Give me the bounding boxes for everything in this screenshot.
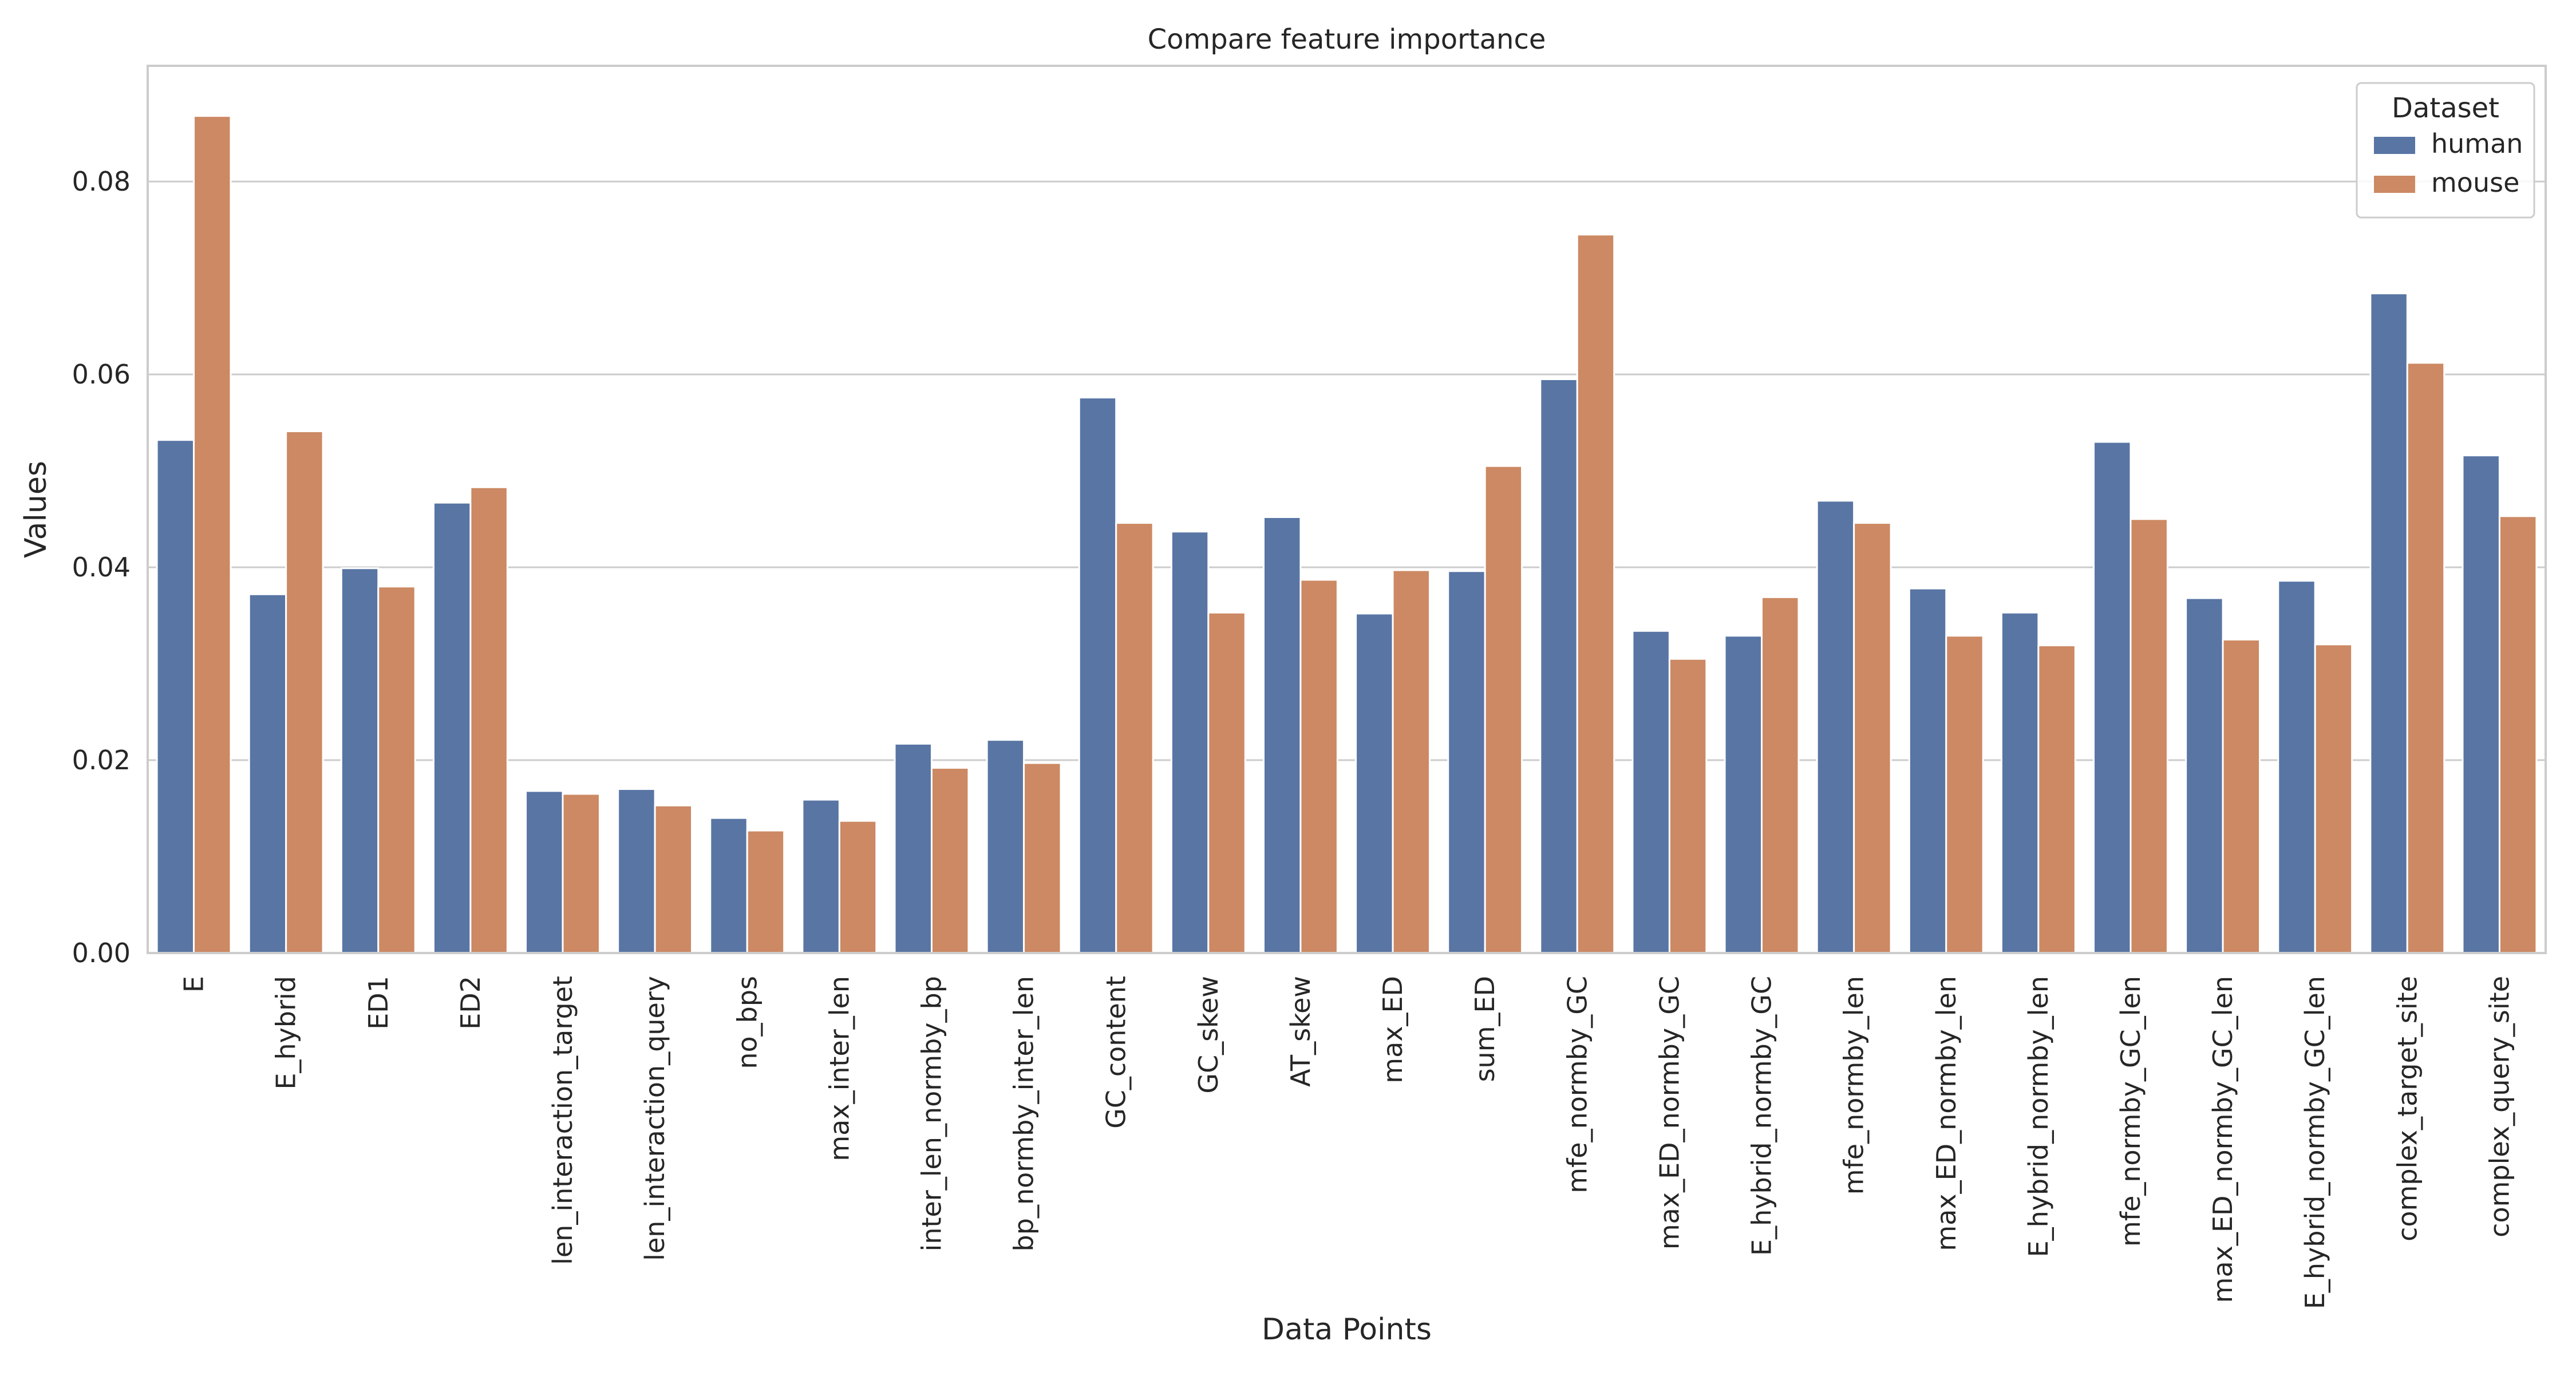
x-tick-label: E_hybrid_normby_GC	[1747, 976, 1777, 1256]
bar-human-inter_len_normby_bp	[894, 742, 933, 954]
x-tick-label: E	[179, 976, 210, 993]
x-axis-label: Data Points	[1262, 1312, 1432, 1347]
legend-swatch-mouse	[2374, 176, 2415, 193]
bar-mouse-len_interaction_query	[654, 804, 693, 954]
bar-mouse-GC_content	[1115, 522, 1154, 954]
x-tick-label: ED2	[455, 976, 486, 1030]
bar-human-E_hybrid_normby_len	[2000, 611, 2040, 954]
bar-human-GC_skew	[1170, 531, 1210, 954]
bar-human-len_interaction_query	[617, 788, 656, 954]
x-tick-label: GC_content	[1101, 976, 1132, 1129]
y-axis-ticks: 0.00 0.02 0.04 0.06 0.08	[72, 166, 131, 968]
bar-human-max_ED_normby_GC_len	[2185, 597, 2224, 954]
bar-human-E	[156, 439, 195, 954]
bar-human-E_hybrid_normby_GC_len	[2277, 580, 2316, 954]
bar-human-complex_query_site	[2462, 454, 2500, 954]
bar-human-mfe_normby_len	[1816, 500, 1855, 954]
x-tick-label: max_ED	[1377, 976, 1408, 1084]
y-axis-label: Values	[19, 461, 53, 558]
plot-frame	[147, 65, 2547, 954]
x-tick-label: E_hybrid	[271, 976, 302, 1090]
x-tick-label: len_interaction_query	[639, 976, 670, 1261]
bar-human-complex_target_site	[2369, 292, 2408, 954]
bar-mouse-E_hybrid_normby_len	[2037, 644, 2076, 954]
bar-human-no_bps	[709, 817, 748, 954]
bar-mouse-E	[193, 115, 232, 954]
bar-mouse-bp_normby_inter_len	[1023, 762, 1062, 954]
x-tick-label: complex_target_site	[2392, 976, 2423, 1241]
x-tick-label: len_interaction_target	[547, 976, 578, 1265]
x-tick-label: inter_len_normby_bp	[916, 976, 947, 1251]
y-tick-label: 0.00	[72, 938, 131, 968]
bar-mouse-ED1	[377, 586, 416, 954]
bar-mouse-E_hybrid	[285, 430, 324, 954]
y-tick-label: 0.04	[72, 552, 131, 583]
legend-items: human mouse	[2374, 128, 2523, 198]
x-tick-label: max_ED_normby_GC	[1654, 976, 1685, 1250]
x-tick-label: GC_skew	[1193, 976, 1224, 1094]
bar-human-ED2	[432, 501, 472, 954]
bar-mouse-GC_skew	[1207, 611, 1246, 954]
x-tick-label: E_hybrid_normby_len	[2023, 976, 2054, 1257]
bar-human-mfe_normby_GC	[1539, 378, 1578, 954]
x-tick-label: AT_skew	[1285, 976, 1316, 1087]
x-tick-label: bp_normby_inter_len	[1009, 976, 1040, 1251]
bar-mouse-max_ED_normby_GC_len	[2222, 638, 2261, 954]
x-tick-label: mfe_normby_len	[1839, 976, 1870, 1195]
bar-mouse-max_ED_normby_len	[1945, 635, 1984, 954]
x-tick-label: mfe_normby_GC_len	[2115, 976, 2146, 1247]
bar-mouse-sum_ED	[1484, 465, 1523, 954]
bar-human-max_inter_len	[801, 798, 840, 954]
bar-human-E_hybrid	[248, 593, 287, 954]
bar-mouse-max_ED_normby_GC	[1668, 658, 1708, 954]
bar-mouse-AT_skew	[1299, 579, 1338, 954]
legend-title: Dataset	[2392, 92, 2499, 124]
legend-label-mouse: mouse	[2431, 167, 2519, 198]
bar-human-AT_skew	[1262, 516, 1302, 954]
bar-human-sum_ED	[1447, 570, 1486, 954]
bar-mouse-mfe_normby_len	[1853, 522, 1892, 954]
x-tick-label: max_ED_normby_len	[1931, 976, 1962, 1251]
y-tick-label: 0.02	[72, 745, 131, 776]
bar-mouse-ED2	[469, 486, 508, 954]
bar-mouse-max_ED	[1392, 569, 1431, 954]
legend: Dataset human mouse	[2356, 82, 2535, 219]
bar-mouse-mfe_normby_GC_len	[2129, 518, 2168, 954]
bar-mouse-len_interaction_target	[562, 793, 600, 954]
bar-mouse-no_bps	[746, 829, 785, 954]
bar-mouse-inter_len_normby_bp	[930, 767, 970, 954]
x-tick-label: max_inter_len	[824, 976, 855, 1161]
x-tick-label: ED1	[363, 976, 394, 1030]
bar-mouse-complex_target_site	[2406, 362, 2445, 954]
bar-human-ED1	[340, 567, 380, 954]
bar-human-max_ED_normby_GC	[1631, 630, 1670, 954]
chart-title: Compare feature importance	[1148, 23, 1546, 56]
bar-human-GC_content	[1078, 397, 1117, 954]
x-axis-ticks: E E_hybrid ED1 ED2 len_interaction_target len…	[179, 976, 2515, 1309]
x-tick-label: no_bps	[732, 976, 762, 1069]
bar-human-mfe_normby_GC_len	[2093, 441, 2132, 954]
bar-human-max_ED	[1355, 612, 1394, 954]
x-tick-label: max_ED_normby_GC_len	[2207, 976, 2238, 1303]
y-tick-label: 0.08	[72, 166, 131, 197]
bar-mouse-E_hybrid_normby_GC_len	[2314, 643, 2353, 954]
legend-swatch-human	[2374, 137, 2415, 154]
bar-mouse-E_hybrid_normby_GC	[1761, 596, 1800, 954]
x-tick-label: complex_query_site	[2484, 976, 2515, 1237]
legend-label-human: human	[2431, 128, 2523, 159]
x-tick-label: E_hybrid_normby_GC_len	[2300, 976, 2330, 1309]
bar-human-max_ED_normby_len	[1908, 587, 1947, 954]
bar-mouse-mfe_normby_GC	[1576, 234, 1615, 954]
bar-mouse-max_inter_len	[838, 820, 878, 954]
bar-human-bp_normby_inter_len	[986, 739, 1025, 954]
bar-human-len_interaction_target	[525, 790, 564, 954]
bar-human-E_hybrid_normby_GC	[1724, 635, 1763, 954]
x-tick-label: mfe_normby_GC	[1562, 976, 1593, 1193]
y-tick-label: 0.06	[72, 359, 131, 390]
x-tick-label: sum_ED	[1469, 976, 1500, 1082]
bar-mouse-complex_query_site	[2498, 515, 2538, 954]
